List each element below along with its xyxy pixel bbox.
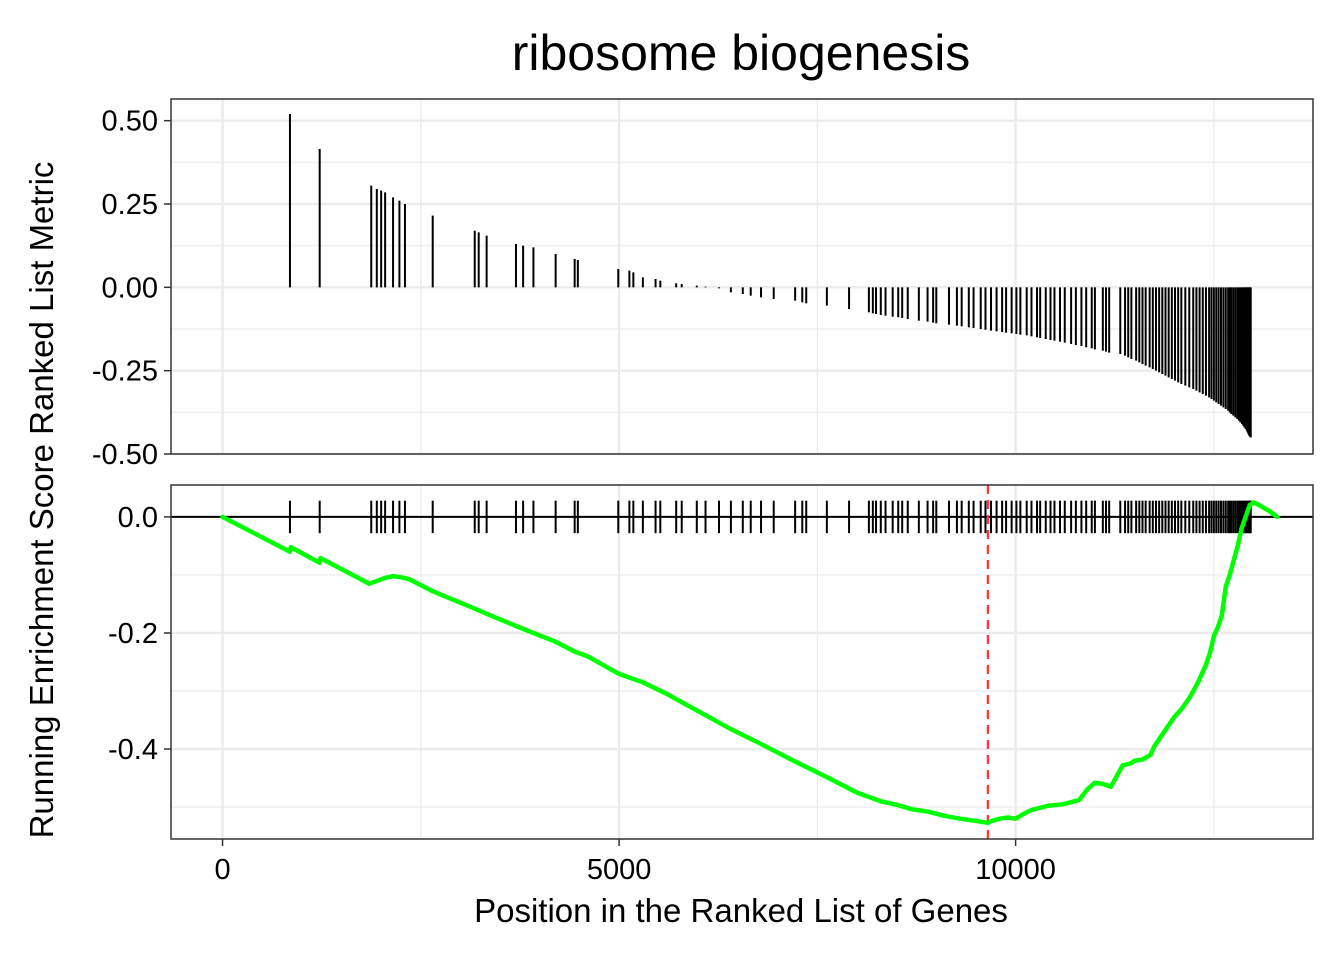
running-score-y-tick-label: 0.0 bbox=[118, 502, 158, 534]
running-score-panel: 0.0 -0.2 -0.4 bbox=[108, 484, 1314, 840]
ranked-metric-panel-background bbox=[171, 99, 1313, 454]
running-score-panel-background bbox=[171, 485, 1313, 839]
x-axis: 0 5000 10000 bbox=[214, 839, 1056, 886]
x-tick-label: 5000 bbox=[587, 854, 652, 886]
ranked-metric-y-tick-label: 0.25 bbox=[102, 189, 158, 221]
ranked-metric-y-tick-label: 0.50 bbox=[102, 106, 158, 138]
x-tick-label: 0 bbox=[214, 854, 230, 886]
ranked-metric-panel-border bbox=[170, 98, 1314, 455]
running-score-y-tick-label: -0.4 bbox=[108, 734, 158, 766]
ranked-metric-panel: 0.50 0.25 0.00 -0.25 -0.50 bbox=[92, 98, 1314, 471]
running-score-y-tick-label: -0.2 bbox=[108, 618, 158, 650]
ranked-metric-y-tick-label: -0.25 bbox=[92, 356, 158, 388]
ranked-metric-y-tick-label: 0.00 bbox=[102, 272, 158, 304]
y-axis-title: Running Enrichment Score Ranked List Met… bbox=[23, 162, 60, 839]
running-score-line bbox=[220, 500, 1280, 826]
chart-title: ribosome biogenesis bbox=[512, 25, 971, 81]
x-tick-label: 10000 bbox=[975, 854, 1056, 886]
ranked-metric-y-tick-label: -0.50 bbox=[92, 439, 158, 471]
x-axis-title: Position in the Ranked List of Genes bbox=[474, 892, 1008, 929]
running-score-panel-border bbox=[170, 484, 1314, 840]
